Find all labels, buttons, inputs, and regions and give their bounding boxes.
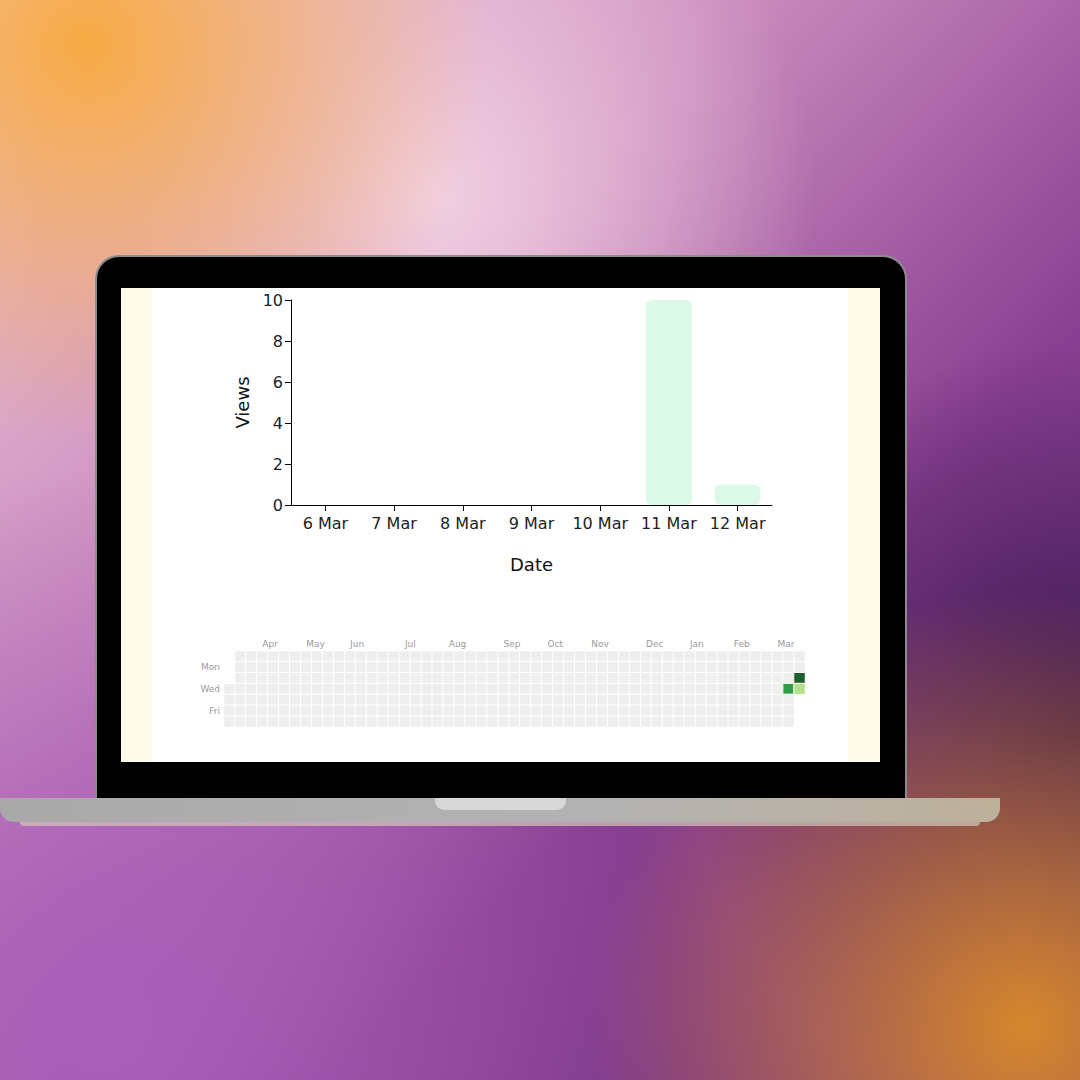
svg-text:Views: Views (232, 376, 253, 428)
svg-text:Dec: Dec (646, 639, 663, 649)
svg-text:10 Mar: 10 Mar (572, 514, 628, 533)
svg-text:Wed: Wed (200, 684, 220, 694)
svg-text:6: 6 (273, 373, 283, 392)
svg-text:10: 10 (263, 291, 283, 310)
svg-text:Mar: Mar (778, 639, 795, 649)
svg-text:Feb: Feb (734, 639, 750, 649)
svg-text:Jul: Jul (404, 639, 416, 649)
svg-text:Oct: Oct (547, 639, 563, 649)
svg-text:Sep: Sep (504, 639, 521, 649)
svg-text:12 Mar: 12 Mar (710, 514, 766, 533)
svg-text:Fri: Fri (209, 706, 220, 716)
svg-text:Date: Date (510, 554, 553, 575)
svg-text:Apr: Apr (262, 639, 278, 649)
svg-text:Nov: Nov (591, 639, 609, 649)
svg-text:6 Mar: 6 Mar (303, 514, 349, 533)
svg-text:Aug: Aug (449, 639, 467, 649)
svg-text:7 Mar: 7 Mar (371, 514, 417, 533)
svg-text:8 Mar: 8 Mar (440, 514, 486, 533)
svg-text:2: 2 (273, 455, 283, 474)
svg-text:Mon: Mon (201, 662, 220, 672)
svg-text:11 Mar: 11 Mar (641, 514, 697, 533)
svg-text:Jun: Jun (349, 639, 364, 649)
svg-text:9 Mar: 9 Mar (509, 514, 555, 533)
svg-text:May: May (306, 639, 325, 649)
svg-text:Jan: Jan (689, 639, 704, 649)
svg-text:0: 0 (273, 496, 283, 515)
svg-text:8: 8 (273, 332, 283, 351)
svg-text:4: 4 (273, 414, 283, 433)
